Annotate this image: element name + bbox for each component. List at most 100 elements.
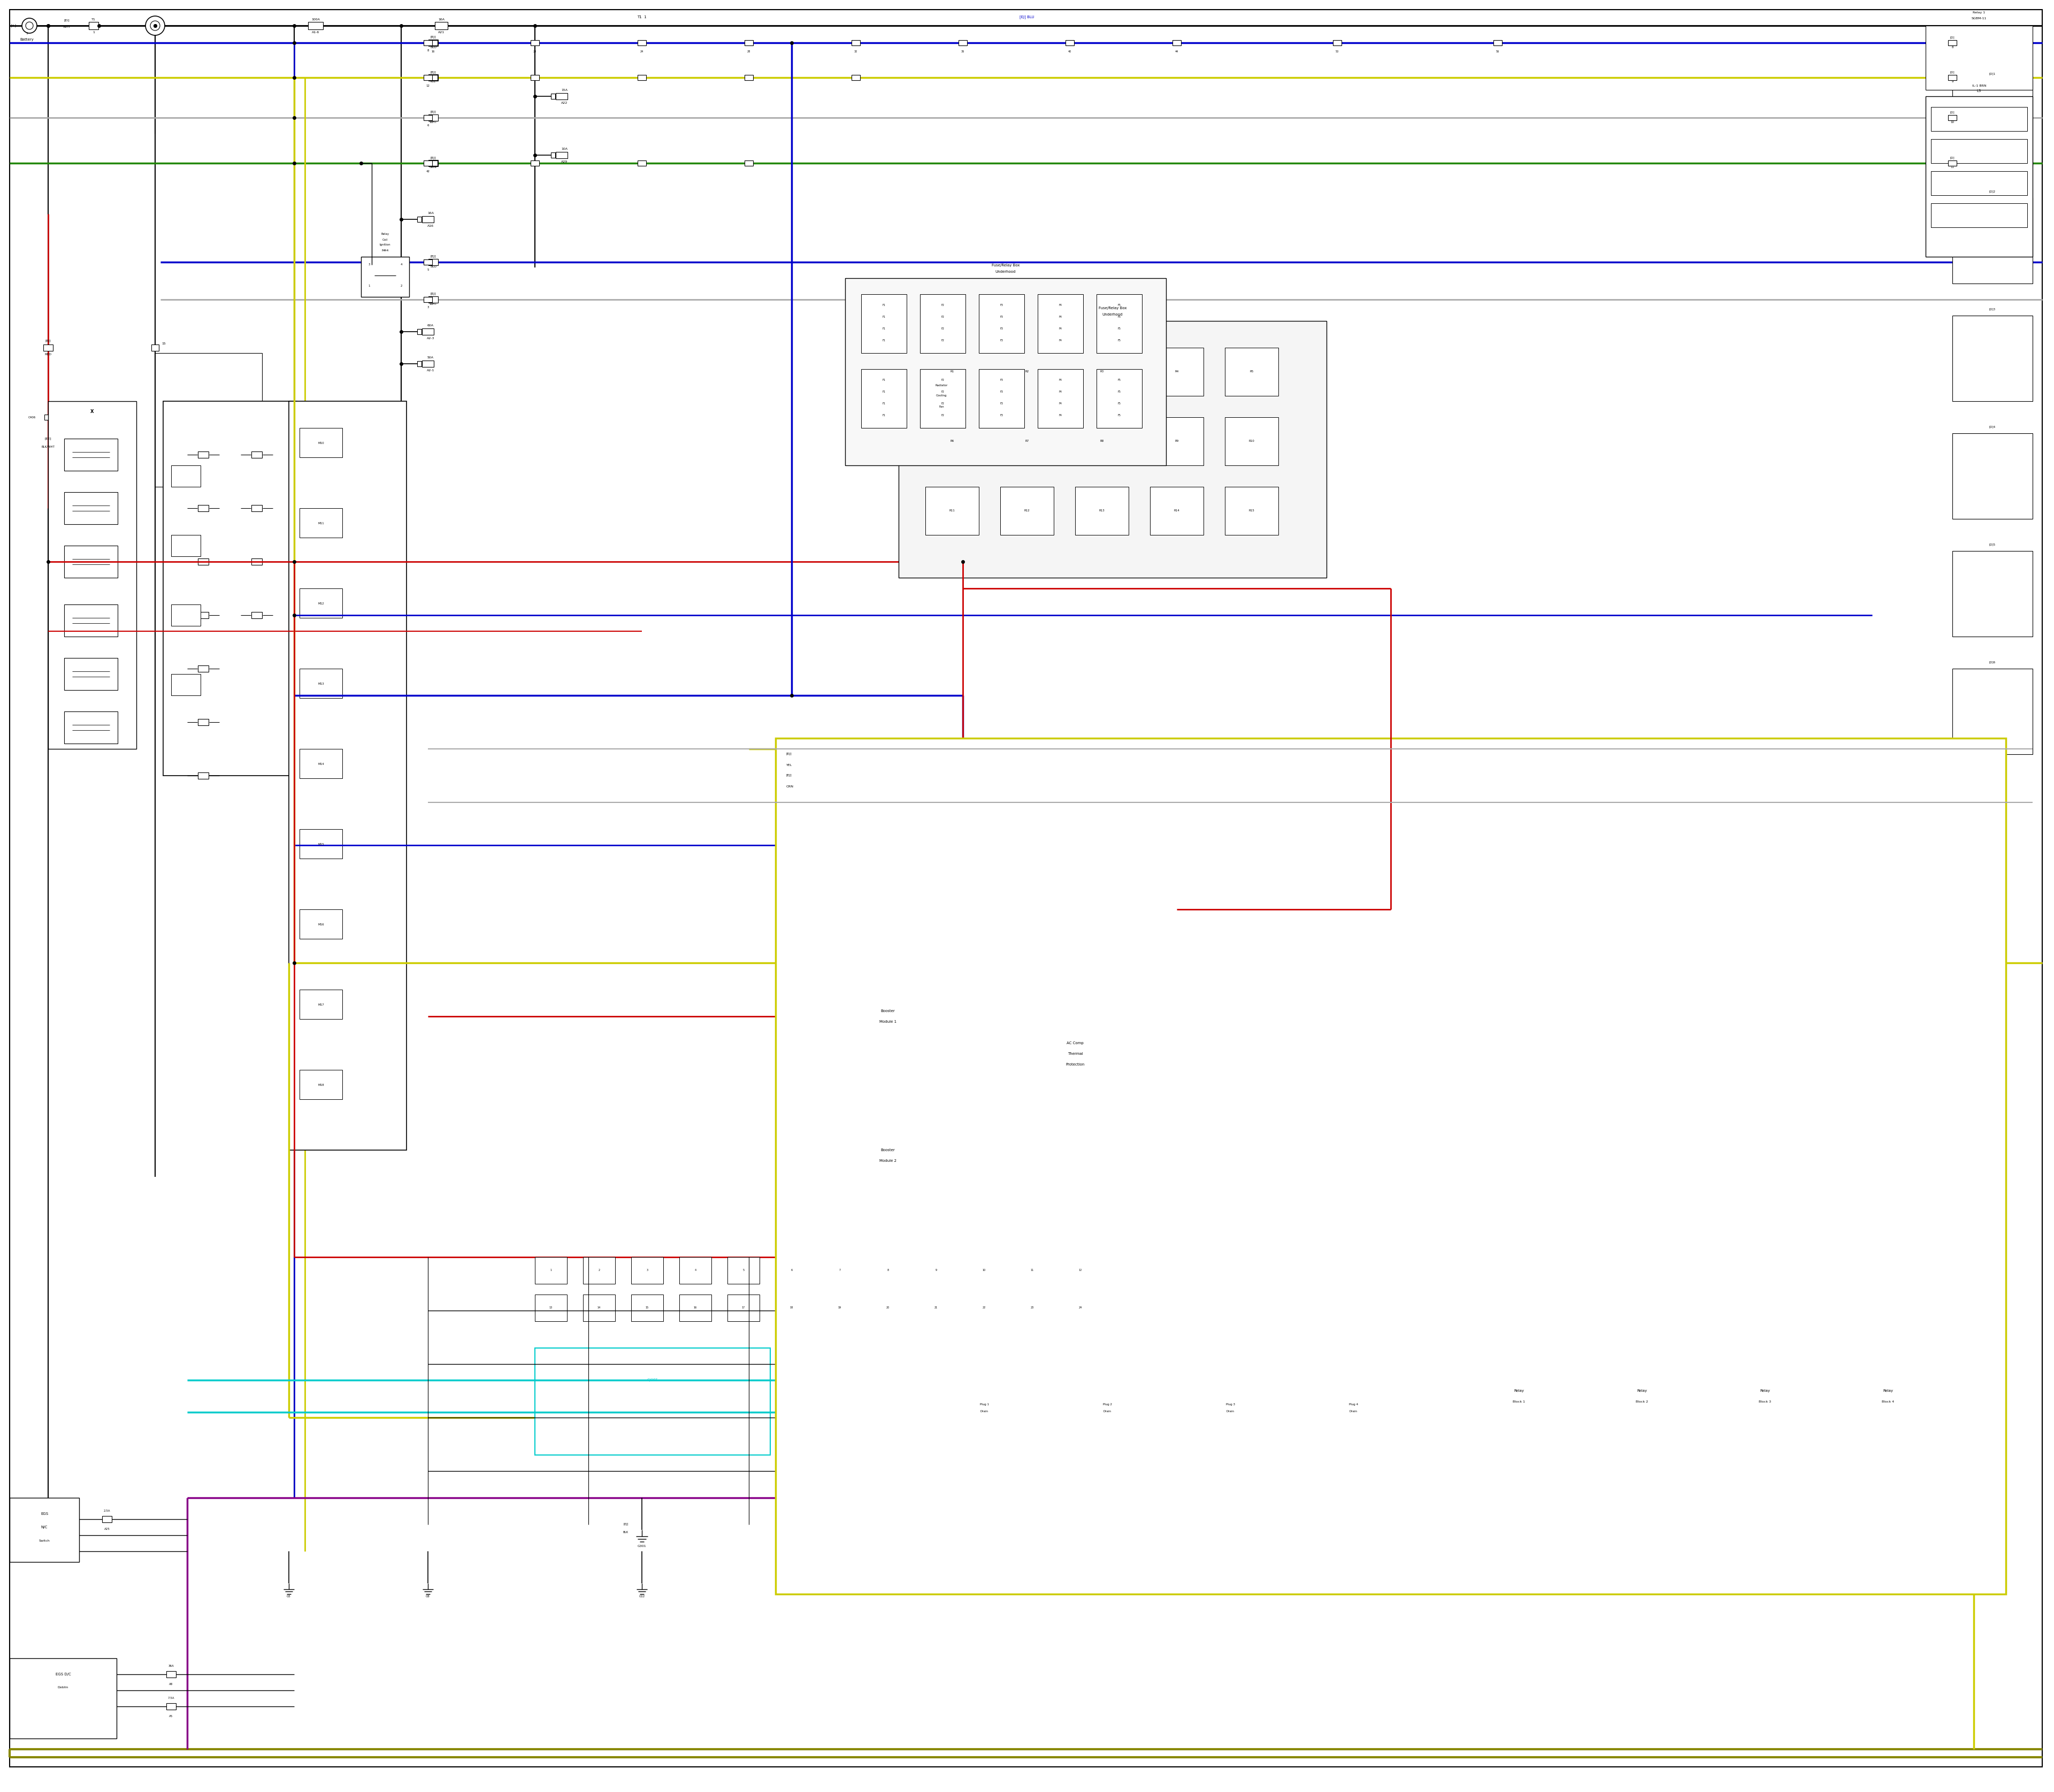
- Text: F3: F3: [1000, 378, 1002, 382]
- Text: A21: A21: [438, 30, 444, 34]
- Text: F4: F4: [1058, 328, 1062, 330]
- Bar: [64, 545, 117, 577]
- Bar: [1224, 487, 1278, 536]
- Text: [D]6: [D]6: [1988, 661, 1996, 663]
- Text: IL-1 BRN: IL-1 BRN: [1972, 84, 1986, 88]
- Bar: [417, 330, 421, 335]
- Text: GRN: GRN: [429, 167, 438, 168]
- Bar: [162, 401, 298, 776]
- Bar: [1060, 1417, 1154, 1525]
- Bar: [1150, 348, 1204, 396]
- Text: A2-3: A2-3: [427, 337, 435, 339]
- Text: G8: G8: [425, 1595, 429, 1598]
- Text: 23: 23: [1031, 1306, 1033, 1310]
- Text: 32: 32: [854, 50, 857, 52]
- Bar: [429, 73, 438, 81]
- Bar: [300, 989, 343, 1020]
- Text: F4: F4: [1058, 303, 1062, 306]
- Text: F2: F2: [941, 339, 945, 342]
- Text: 16A: 16A: [438, 18, 444, 20]
- Text: G5: G5: [288, 1595, 292, 1598]
- Bar: [534, 1256, 567, 1283]
- Bar: [557, 152, 567, 158]
- Bar: [1224, 418, 1278, 466]
- Bar: [791, 962, 1193, 1444]
- Text: R8: R8: [1101, 441, 1103, 443]
- Text: F2: F2: [941, 391, 945, 392]
- Bar: [423, 260, 431, 265]
- Bar: [1953, 315, 2033, 401]
- Text: M16: M16: [318, 923, 325, 926]
- Bar: [900, 321, 1327, 577]
- Text: L3: L3: [1976, 90, 1982, 93]
- Text: Thermal: Thermal: [1068, 1052, 1082, 1055]
- Bar: [300, 588, 343, 618]
- Text: 10A: 10A: [561, 147, 567, 151]
- Bar: [429, 296, 438, 303]
- Bar: [156, 353, 263, 487]
- Bar: [861, 294, 906, 353]
- Bar: [1000, 487, 1054, 536]
- Bar: [937, 1417, 1033, 1525]
- Text: Drain: Drain: [1103, 1410, 1111, 1412]
- Bar: [1074, 418, 1128, 466]
- Bar: [980, 294, 1025, 353]
- Text: M10: M10: [318, 441, 325, 444]
- Text: 11: 11: [1031, 1269, 1033, 1272]
- Bar: [1493, 39, 1501, 45]
- Text: Module 1: Module 1: [879, 1020, 896, 1023]
- Text: Radiator: Radiator: [935, 383, 947, 387]
- Bar: [417, 360, 421, 366]
- Text: AC Comp: AC Comp: [1066, 1041, 1085, 1045]
- Text: 15: 15: [645, 1306, 649, 1310]
- Bar: [197, 559, 210, 564]
- Text: Plug 3: Plug 3: [1226, 1403, 1234, 1407]
- Bar: [583, 1294, 614, 1321]
- Bar: [1953, 81, 2033, 167]
- Text: F2: F2: [941, 414, 945, 416]
- Bar: [251, 611, 263, 618]
- Bar: [308, 22, 322, 29]
- Bar: [10, 1498, 80, 1563]
- Text: F1: F1: [881, 391, 885, 392]
- Text: Fuse/Relay Box: Fuse/Relay Box: [992, 263, 1019, 267]
- Bar: [1173, 39, 1181, 45]
- Text: Block 3: Block 3: [1758, 1400, 1771, 1403]
- Bar: [1097, 294, 1142, 353]
- Text: F3: F3: [1000, 315, 1002, 317]
- Text: 24: 24: [1078, 1306, 1082, 1310]
- Bar: [421, 360, 433, 367]
- Text: F5: F5: [1117, 315, 1121, 317]
- Bar: [1471, 1364, 1567, 1514]
- Text: F1: F1: [881, 339, 885, 342]
- Text: 36A: 36A: [168, 1665, 175, 1668]
- Text: A29: A29: [561, 159, 567, 163]
- Bar: [166, 1672, 177, 1677]
- Text: A1-6: A1-6: [312, 30, 320, 34]
- Text: 60A: 60A: [427, 324, 433, 326]
- Text: A16: A16: [427, 224, 433, 228]
- Text: F4: F4: [1058, 378, 1062, 382]
- Text: C406: C406: [29, 416, 35, 419]
- Bar: [64, 604, 117, 636]
- Text: F1: F1: [881, 315, 885, 317]
- Bar: [680, 1294, 711, 1321]
- Text: BLK: BLK: [622, 1530, 629, 1534]
- Text: F2: F2: [941, 378, 945, 382]
- Bar: [727, 1294, 760, 1321]
- Text: RED: RED: [45, 353, 51, 355]
- Bar: [744, 39, 754, 45]
- Bar: [776, 1294, 807, 1321]
- Bar: [1931, 202, 2027, 228]
- Text: M15: M15: [318, 842, 325, 846]
- Text: M12: M12: [318, 602, 325, 604]
- Text: [D]5: [D]5: [1988, 543, 1996, 547]
- Bar: [197, 772, 210, 780]
- Bar: [1953, 434, 2033, 520]
- Text: Plug 4: Plug 4: [1349, 1403, 1358, 1407]
- Bar: [1150, 487, 1204, 536]
- Text: C/OFF: C/OFF: [647, 1378, 657, 1382]
- Text: 40: 40: [1068, 50, 1072, 52]
- Text: [D]3: [D]3: [1988, 308, 1996, 310]
- Text: Underhood: Underhood: [996, 271, 1017, 274]
